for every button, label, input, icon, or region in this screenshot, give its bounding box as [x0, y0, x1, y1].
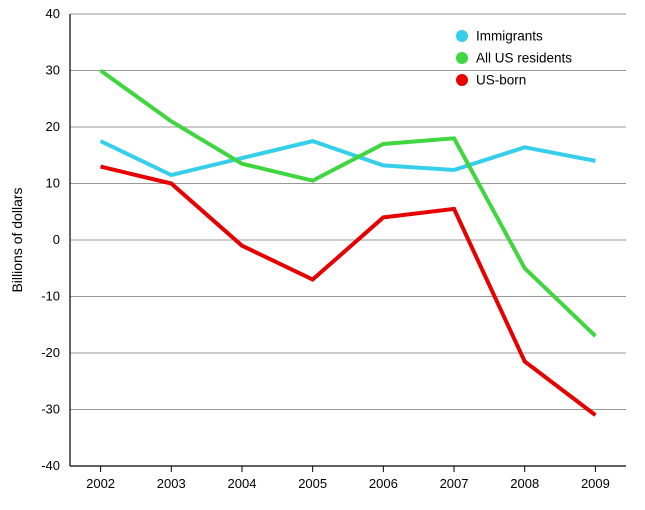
x-tick-label: 2009	[581, 476, 610, 491]
legend-marker-us_born	[456, 74, 468, 86]
y-tick-label: -20	[41, 345, 60, 360]
x-tick-label: 2006	[369, 476, 398, 491]
y-tick-label: 0	[53, 232, 60, 247]
y-tick-label: 40	[46, 6, 60, 21]
x-tick-label: 2007	[440, 476, 469, 491]
line-chart: -40 -30 -20 -10 0 10 20 30 40 2002 2003 2004 2005 200…	[0, 0, 645, 510]
chart-svg: -40 -30 -20 -10 0 10 20 30 40 2002 2003 2004 2005 200…	[0, 0, 645, 510]
x-tick-label: 2004	[228, 476, 257, 491]
y-tick-label: -10	[41, 289, 60, 304]
x-tick-label: 2005	[298, 476, 327, 491]
legend-marker-all_us_residents	[456, 52, 468, 64]
y-tick-label: -40	[41, 458, 60, 473]
legend-label-all_us_residents: All US residents	[476, 51, 572, 66]
y-tick-label: 20	[46, 119, 60, 134]
legend-label-immigrants: Immigrants	[476, 29, 543, 44]
y-tick-label: 30	[46, 63, 60, 78]
legend-label-us_born: US-born	[476, 73, 526, 88]
y-axis-label: Billions of dollars	[9, 187, 25, 292]
y-tick-label: 10	[46, 176, 60, 191]
x-tick-label: 2002	[86, 476, 115, 491]
y-tick-label: -30	[41, 402, 60, 417]
x-tick-label: 2008	[510, 476, 539, 491]
x-tick-label: 2003	[157, 476, 186, 491]
legend-marker-immigrants	[456, 30, 468, 42]
